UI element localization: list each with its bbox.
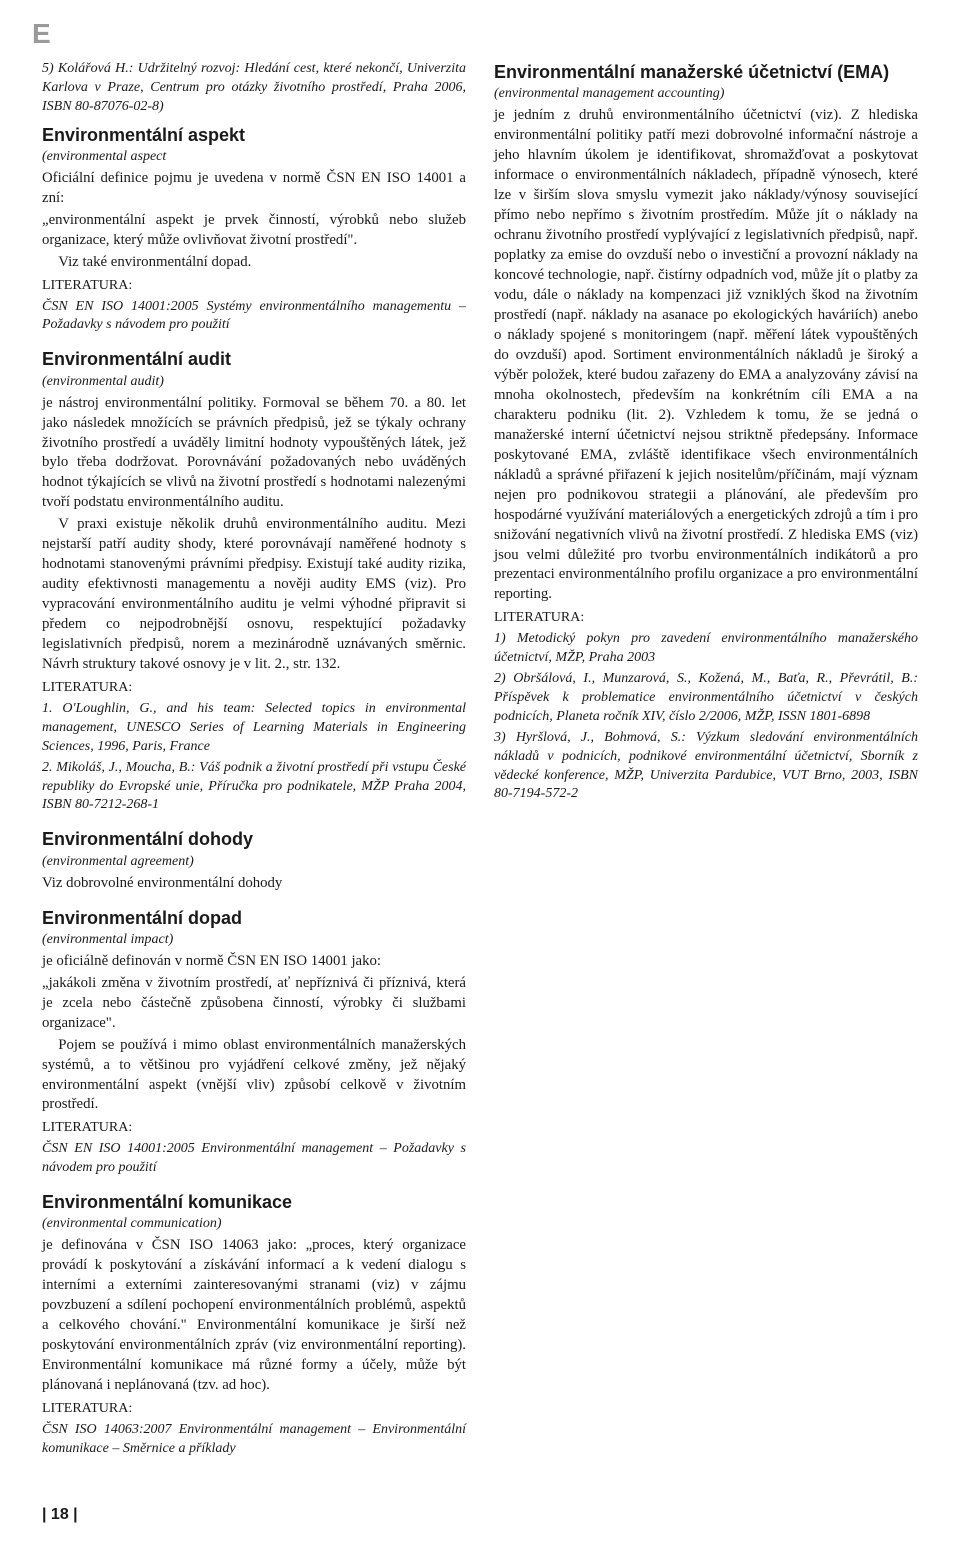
- entry-audit: Environmentální audit (environmental aud…: [42, 347, 466, 815]
- entry-body: „jakákoli změna v životním prostředí, ať…: [42, 974, 466, 1034]
- literature-label: LITERATURA:: [494, 609, 918, 628]
- literature-item: 1) Metodický pokyn pro zavedení environm…: [494, 630, 918, 668]
- entry-body: „environmentální aspekt je prvek činnost…: [42, 211, 466, 251]
- content-columns: 5) Kolářová H.: Udržitelný rozvoj: Hledá…: [42, 60, 918, 1490]
- literature-item: 3) Hyršlová, J., Bohmová, S.: Výzkum sle…: [494, 729, 918, 805]
- entry-body: je jedním z druhů environmentálního účet…: [494, 106, 918, 605]
- literature-label: LITERATURA:: [42, 1119, 466, 1138]
- entry-title: Environmentální audit: [42, 347, 466, 371]
- entry-body: Viz také environmentální dopad.: [42, 253, 466, 273]
- entry-subtitle: (environmental impact): [42, 931, 466, 950]
- entry-title: Environmentální aspekt: [42, 123, 466, 147]
- entry-body: Viz dobrovolné environmentální dohody: [42, 874, 466, 894]
- entry-subtitle: (environmental communication): [42, 1215, 466, 1234]
- literature-item: ČSN ISO 14063:2007 Environmentální manag…: [42, 1421, 466, 1459]
- entry-title: Environmentální komunikace: [42, 1190, 466, 1214]
- entry-title: Environmentální dopad: [42, 906, 466, 930]
- entry-body: je definována v ČSN ISO 14063 jako: „pro…: [42, 1236, 466, 1396]
- entry-dohody: Environmentální dohody (environmental ag…: [42, 827, 466, 893]
- entry-subtitle: (environmental management accounting): [494, 85, 918, 104]
- literature-item: 1. O'Loughlin, G., and his team: Selecte…: [42, 700, 466, 757]
- page: E 5) Kolářová H.: Udržitelný rozvoj: Hle…: [0, 0, 960, 1548]
- entry-aspekt: Environmentální aspekt (environmental as…: [42, 123, 466, 336]
- entry-ema: Environmentální manažerské účetnictví (E…: [494, 60, 918, 804]
- literature-item: ČSN EN ISO 14001:2005 Environmentální ma…: [42, 1140, 466, 1178]
- entry-komunikace: Environmentální komunikace (environmenta…: [42, 1190, 466, 1459]
- entry-body: je nástroj environmentální politiky. For…: [42, 394, 466, 514]
- entry-subtitle: (environmental aspect: [42, 148, 466, 167]
- section-tab-letter: E: [32, 18, 918, 50]
- entry-title: Environmentální dohody: [42, 827, 466, 851]
- literature-item: ČSN EN ISO 14001:2005 Systémy environmen…: [42, 298, 466, 336]
- entry-body: Pojem se používá i mimo oblast environme…: [42, 1036, 466, 1116]
- literature-label: LITERATURA:: [42, 277, 466, 296]
- entry-dopad: Environmentální dopad (environmental imp…: [42, 906, 466, 1179]
- literature-item: 2) Obršálová, I., Munzarová, S., Kožená,…: [494, 670, 918, 727]
- entry-body: V praxi existuje několik druhů environme…: [42, 515, 466, 675]
- literature-label: LITERATURA:: [42, 679, 466, 698]
- literature-item: 2. Mikoláš, J., Moucha, B.: Váš podnik a…: [42, 759, 466, 816]
- entry-title: Environmentální manažerské účetnictví (E…: [494, 60, 918, 84]
- entry-subtitle: (environmental audit): [42, 373, 466, 392]
- entry-body: Oficiální definice pojmu je uvedena v no…: [42, 169, 466, 209]
- entry-body: je oficiálně definován v normě ČSN EN IS…: [42, 952, 466, 972]
- intro-reference: 5) Kolářová H.: Udržitelný rozvoj: Hledá…: [42, 60, 466, 117]
- entry-subtitle: (environmental agreement): [42, 853, 466, 872]
- literature-label: LITERATURA:: [42, 1400, 466, 1419]
- page-number: | 18 |: [42, 1506, 918, 1524]
